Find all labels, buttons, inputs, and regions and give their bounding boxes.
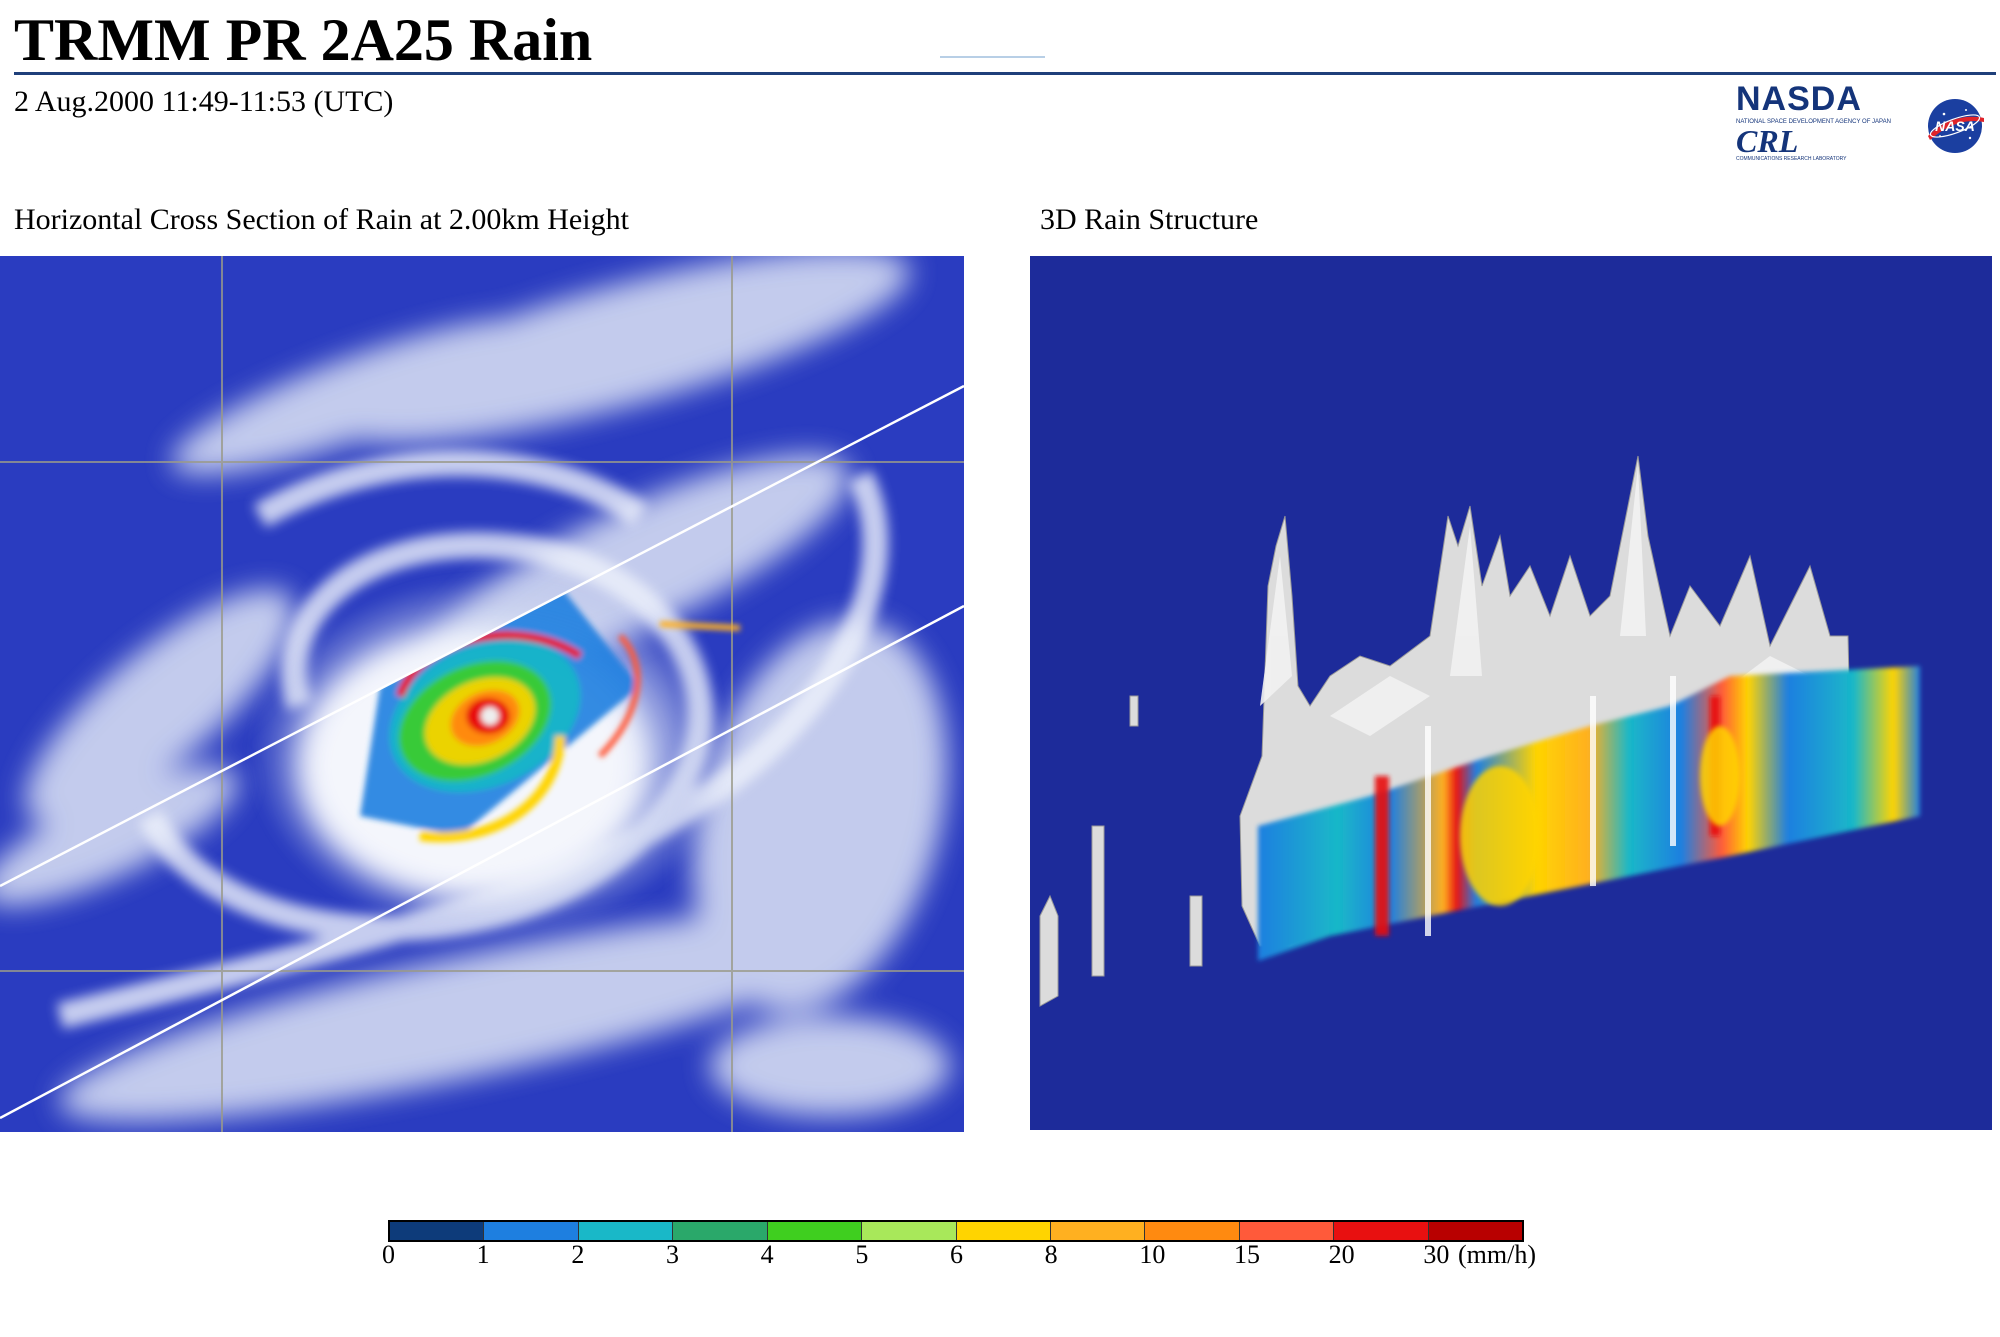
- nasda-logo-word: NASDA: [1736, 80, 1862, 118]
- colorbar-segment: [1145, 1222, 1240, 1240]
- horizontal-rain-cross-section-image: [0, 256, 964, 1132]
- nasa-meatball-logo: NASA: [1928, 99, 1984, 153]
- colorbar-segment: [484, 1222, 579, 1240]
- observation-time: 2 Aug.2000 11:49-11:53 (UTC): [14, 85, 394, 118]
- nasda-logo-subtext: NATIONAL SPACE DEVELOPMENT AGENCY OF JAP…: [1736, 119, 1891, 125]
- colorbar-tick-label: 1: [476, 1240, 490, 1269]
- colorbar-segment: [956, 1222, 1051, 1240]
- colorbar-segment: [862, 1222, 957, 1240]
- colorbar-tick-label: 4: [760, 1240, 774, 1269]
- horizontal-section-label: Horizontal Cross Section of Rain at 2.00…: [14, 203, 629, 236]
- title-accent-rule: [940, 56, 1045, 58]
- colorbar-tick-label: 8: [1044, 1240, 1058, 1269]
- colorbar-segment: [767, 1222, 863, 1240]
- colorbar-tick-label: 30: [1423, 1240, 1450, 1269]
- colorbar-segment: [390, 1222, 485, 1240]
- crl-logo-word: CRL: [1736, 123, 1799, 159]
- colorbar-tick-label: 2: [571, 1240, 585, 1269]
- colorbar-tick-label: 20: [1328, 1240, 1355, 1269]
- colorbar-tick-label: 10: [1139, 1240, 1166, 1269]
- crl-logo-subtext: COMMUNICATIONS RESEARCH LABORATORY: [1736, 156, 1847, 162]
- colorbar-segment: [1239, 1222, 1335, 1240]
- colorbar-segment: [673, 1222, 768, 1240]
- 3d-rain-structure-image: [1030, 256, 1992, 1130]
- nasda-crl-logo: NASDA NATIONAL SPACE DEVELOPMENT AGENCY …: [1730, 80, 1920, 164]
- colorbar-segment: [1428, 1222, 1523, 1240]
- title-underline-rule: [14, 72, 1996, 75]
- nasa-logo-word: NASA: [1935, 118, 1975, 134]
- colorbar-tick-label: 15: [1234, 1240, 1260, 1269]
- colorbar-segment: [578, 1222, 674, 1240]
- colorbar-tick-label: 5: [855, 1240, 869, 1269]
- colorbar-segment: [1334, 1222, 1429, 1240]
- page-title: TRMM PR 2A25 Rain: [14, 7, 593, 73]
- colorbar-tick-label: 3: [666, 1240, 679, 1269]
- colorbar-tick-label: 6: [950, 1240, 963, 1269]
- colorbar-tick-label: 0: [382, 1240, 395, 1269]
- colorbar-unit: (mm/h): [1458, 1240, 1536, 1269]
- colorbar-segment: [1050, 1222, 1146, 1240]
- rain-rate-colorbar: [388, 1220, 1524, 1242]
- 3d-structure-label: 3D Rain Structure: [1040, 203, 1259, 236]
